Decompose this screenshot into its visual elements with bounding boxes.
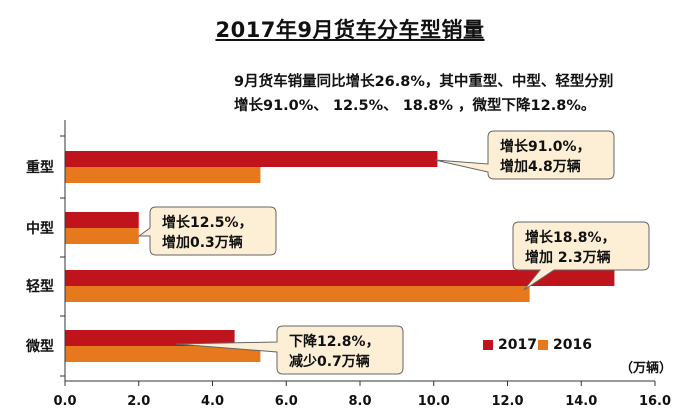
legend-label-2017: 2017 <box>498 337 537 353</box>
bar-2017 <box>65 151 438 167</box>
category-label: 重型 <box>26 159 54 176</box>
x-tick-label: 2.0 <box>127 394 150 409</box>
callout-text: 减少0.7万辆 <box>289 353 370 370</box>
legend-swatch-2016 <box>538 340 548 350</box>
bar-2017 <box>65 212 139 228</box>
callout-text: 增加0.3万辆 <box>162 234 243 251</box>
callout-text: 增加4.8万辆 <box>500 158 581 175</box>
x-tick-label: 6.0 <box>275 394 298 409</box>
bar-2016 <box>65 286 530 302</box>
bar-2016 <box>65 228 139 244</box>
category-label: 中型 <box>26 220 54 237</box>
callout-box <box>512 221 650 291</box>
chart-title: 2017年9月货车分车型销量 <box>215 18 485 42</box>
legend-label-2016: 2016 <box>553 337 592 353</box>
callout-box <box>175 325 404 375</box>
x-tick-label: 12.0 <box>491 394 523 409</box>
callout-text: 增长91.0%， <box>500 138 591 155</box>
x-tick-label: 16.0 <box>639 394 671 409</box>
x-tick-label: 4.0 <box>201 394 224 409</box>
chart-subtitle-line-2: 增长91.0%、 12.5%、 18.8% ，微型下降12.8%。 <box>234 98 596 114</box>
callout-box <box>434 130 615 180</box>
callout-text: 增长18.8%， <box>525 229 616 246</box>
callout-box <box>137 206 277 256</box>
x-tick-label: 8.0 <box>348 394 371 409</box>
bar-2017 <box>65 270 615 286</box>
callout-text: 下降12.8%， <box>289 333 380 350</box>
callout-text: 增加 2.3万辆 <box>525 249 611 266</box>
x-tick-label: 14.0 <box>565 394 597 409</box>
bar-2016 <box>65 346 261 362</box>
x-tick-label: 10.0 <box>418 394 450 409</box>
category-label: 微型 <box>25 338 54 355</box>
chart-subtitle-line-1: 9月货车销量同比增长26.8%，其中重型、中型、轻型分别 <box>234 74 614 90</box>
unit-label: （万辆） <box>620 360 672 376</box>
legend-swatch-2017 <box>483 340 493 350</box>
category-label: 轻型 <box>26 278 54 295</box>
bar-2017 <box>65 330 235 346</box>
callout-text: 增长12.5%， <box>162 214 253 231</box>
x-tick-label: 0.0 <box>53 394 76 409</box>
bar-2016 <box>65 167 261 183</box>
